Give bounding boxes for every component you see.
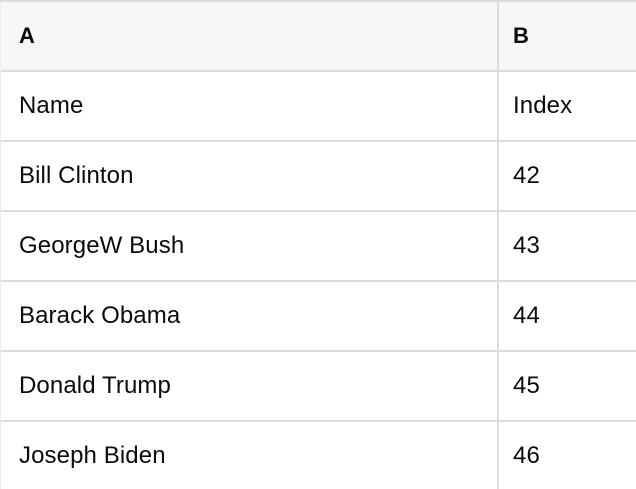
column-header-row: A B (1, 2, 636, 72)
cell-text: 44 (513, 302, 540, 329)
table-row: Name Index (1, 72, 636, 142)
column-header-b-label: B (513, 23, 529, 48)
cell-text: Bill Clinton (19, 162, 134, 189)
column-header-a[interactable]: A (1, 2, 499, 70)
cell-a2[interactable]: Bill Clinton (1, 142, 499, 210)
cell-b2[interactable]: 42 (499, 142, 636, 210)
table-row: Bill Clinton 42 (1, 142, 636, 212)
cell-text: Donald Trump (19, 372, 171, 399)
cell-b4[interactable]: 44 (499, 282, 636, 350)
cell-text: Index (513, 92, 573, 119)
cell-text: 42 (513, 162, 540, 189)
table-row: Donald Trump 45 (1, 352, 636, 422)
cell-text: Name (19, 92, 84, 119)
cell-a5[interactable]: Donald Trump (1, 352, 499, 420)
cell-b5[interactable]: 45 (499, 352, 636, 420)
cell-b1[interactable]: Index (499, 72, 636, 140)
cell-text: Barack Obama (19, 302, 181, 329)
cell-b3[interactable]: 43 (499, 212, 636, 280)
cell-text: 45 (513, 372, 540, 399)
cell-text: 46 (513, 442, 540, 469)
cell-a3[interactable]: GeorgeW Bush (1, 212, 499, 280)
cell-text: GeorgeW Bush (19, 232, 185, 259)
cell-a1[interactable]: Name (1, 72, 499, 140)
column-header-a-label: A (19, 23, 35, 48)
cell-a6[interactable]: Joseph Biden (1, 422, 499, 489)
cell-text: 43 (513, 232, 540, 259)
cell-a4[interactable]: Barack Obama (1, 282, 499, 350)
cell-b6[interactable]: 46 (499, 422, 636, 489)
column-header-b[interactable]: B (499, 2, 636, 70)
cell-text: Joseph Biden (19, 442, 166, 469)
table-row: GeorgeW Bush 43 (1, 212, 636, 282)
table-row: Joseph Biden 46 (1, 422, 636, 489)
table-row: Barack Obama 44 (1, 282, 636, 352)
